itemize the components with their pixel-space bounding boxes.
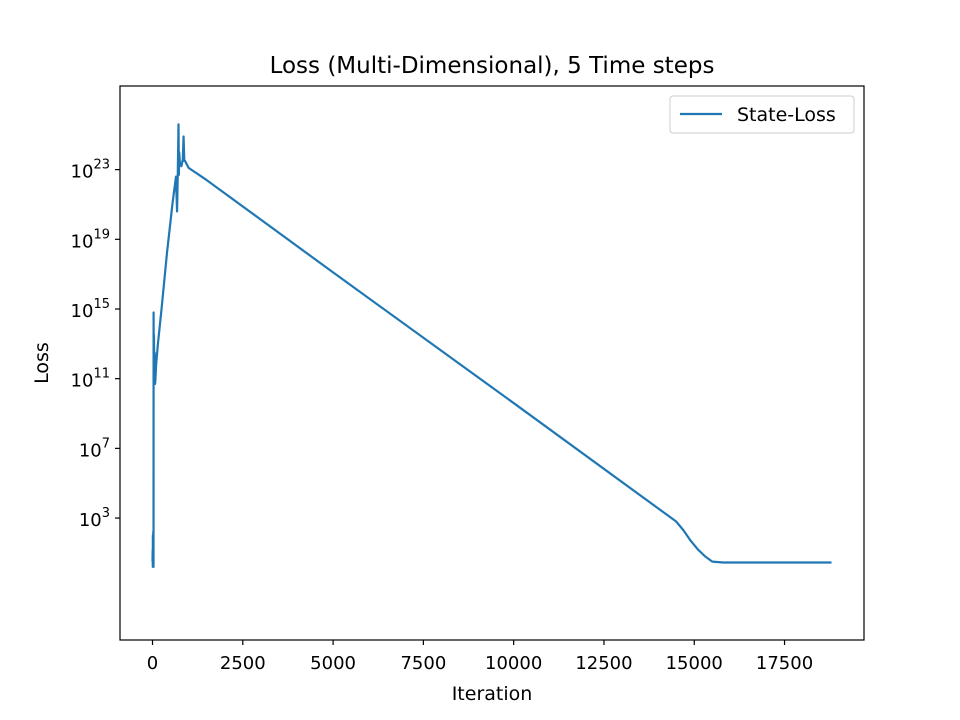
legend: State-Loss xyxy=(669,95,855,134)
series-layer xyxy=(151,123,832,568)
y-tick-label: 1015 xyxy=(71,297,110,322)
y-tick-label: 107 xyxy=(79,436,110,461)
x-axis-title: Iteration xyxy=(452,683,533,705)
plot-frame xyxy=(119,85,865,641)
x-tick-label: 5000 xyxy=(310,653,356,674)
chart-title: Loss (Multi-Dimensional), 5 Time steps xyxy=(270,53,715,79)
x-axis-ticks: 0 2500 5000 7500 10000 12500 15000 17500 xyxy=(147,640,813,674)
y-tick-label: 103 xyxy=(79,506,110,531)
x-tick-label: 17500 xyxy=(756,653,813,674)
x-tick-label: 2500 xyxy=(220,653,266,674)
x-tick-label: 7500 xyxy=(400,653,446,674)
x-tick-label: 15000 xyxy=(666,653,723,674)
y-tick-label: 1019 xyxy=(71,227,110,252)
y-axis-ticks: 103 107 1011 1015 1019 1023 xyxy=(71,158,120,531)
y-tick-label: 1011 xyxy=(71,367,110,392)
legend-label: State-Loss xyxy=(737,104,836,126)
y-axis-title: Loss xyxy=(31,342,53,384)
series-line-0 xyxy=(151,123,832,568)
x-tick-label: 0 xyxy=(147,653,158,674)
legend-box xyxy=(669,95,855,134)
x-tick-label: 10000 xyxy=(485,653,542,674)
x-tick-label: 12500 xyxy=(575,653,632,674)
y-tick-label: 1023 xyxy=(71,158,110,183)
